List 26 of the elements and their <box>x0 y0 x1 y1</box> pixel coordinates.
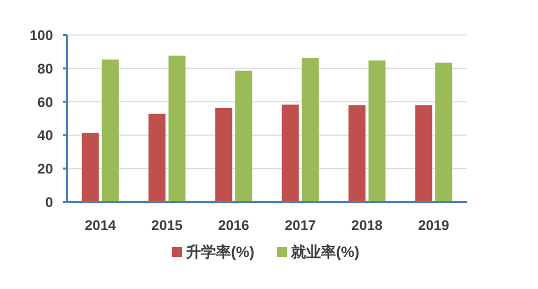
x-tick-label: 2017 <box>284 217 316 233</box>
x-tick-label: 2018 <box>351 217 383 233</box>
bar <box>415 105 432 202</box>
y-tick-label: 20 <box>37 160 54 177</box>
y-tick-label: 100 <box>30 27 54 43</box>
bar <box>348 105 366 202</box>
y-tick-label: 60 <box>37 94 54 110</box>
bar <box>148 114 166 202</box>
bar <box>282 104 299 202</box>
bar <box>102 60 119 202</box>
legend-label: 升学率(%) <box>185 243 254 261</box>
bar <box>168 56 186 202</box>
x-tick-label: 2019 <box>418 217 450 233</box>
bar <box>215 108 232 202</box>
bar <box>82 133 99 202</box>
bar <box>368 60 386 202</box>
y-tick-label: 0 <box>45 194 54 210</box>
legend-label: 就业率(%) <box>290 243 360 261</box>
x-tick-label: 2015 <box>151 217 183 233</box>
y-tick-label: 40 <box>37 127 54 144</box>
bar <box>435 62 452 202</box>
x-tick-label: 2014 <box>84 217 116 233</box>
bar <box>235 70 252 202</box>
y-tick-label: 80 <box>37 60 54 76</box>
x-tick-label: 2016 <box>218 217 250 233</box>
bar <box>302 58 319 202</box>
